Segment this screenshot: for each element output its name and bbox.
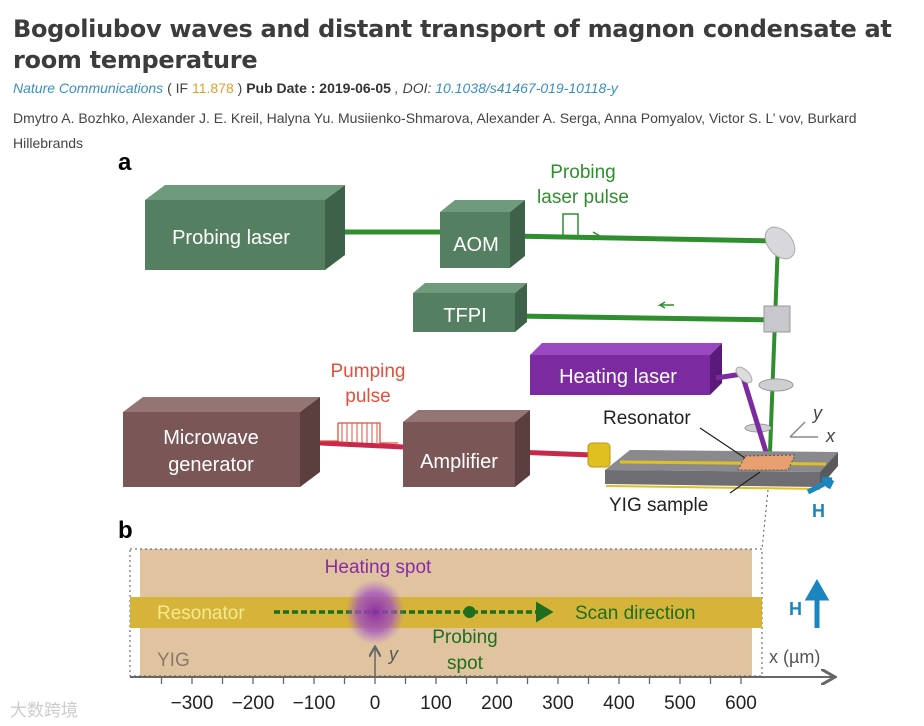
x-axis-tick-label: 500 <box>664 693 696 714</box>
pump-pulse-fill <box>341 423 378 443</box>
svg-text:generator: generator <box>168 454 254 476</box>
svg-text:Amplifier: Amplifier <box>420 451 498 473</box>
x-axis-tick-label: 600 <box>725 693 757 714</box>
mirror-icon <box>735 366 753 384</box>
probe-pulse-shape <box>540 213 600 237</box>
probing-pulse-label-2: laser pulse <box>537 187 629 208</box>
lens-icon <box>758 378 794 392</box>
x-axis-tick-label: 400 <box>603 693 635 714</box>
probing-spot-label: Probing <box>432 627 498 648</box>
author-list: Dmytro A. Bozhko, Alexander J. E. Kreil,… <box>13 110 857 151</box>
axis-x-label: x <box>825 426 836 446</box>
arrow-icon <box>592 231 601 241</box>
svg-text:TFPI: TFPI <box>443 305 486 327</box>
x-axis-tick-label: −100 <box>293 693 336 714</box>
x-axis-unit-label: x (µm) <box>769 647 820 667</box>
field-arrow-icon <box>806 476 835 495</box>
resonator-label: Resonator <box>603 408 691 429</box>
if-prefix: ( IF <box>167 80 189 96</box>
microwave-generator-box: Microwave generator <box>123 397 320 487</box>
impact-factor: 11.878 <box>191 80 234 96</box>
watermark: 大数跨境 <box>10 701 78 720</box>
probe-beams <box>325 229 780 453</box>
scan-direction-label: Scan direction <box>575 603 695 624</box>
x-axis-ticks: −300 −200 −100 0 100 200 300 400 500 600 <box>160 677 757 714</box>
panel-b-label: b <box>118 517 133 544</box>
x-axis-tick-label: −200 <box>232 693 275 714</box>
x-axis-tick-label: −300 <box>171 693 214 714</box>
heating-beam <box>715 371 769 453</box>
probing-pulse-label: Probing <box>550 162 616 183</box>
amplifier-box: Amplifier <box>403 410 530 487</box>
pumping-pulse-label-2: pulse <box>345 386 390 407</box>
mirror-icon <box>764 226 796 260</box>
svg-text:Microwave: Microwave <box>163 427 259 449</box>
yig-label: YIG <box>157 650 190 671</box>
probing-spot-label-2: spot <box>447 653 484 674</box>
probing-spot-marker <box>463 606 476 618</box>
resonator-band-label: Resonator <box>157 603 245 624</box>
xy-axes-icon <box>789 421 818 438</box>
pumping-pulse-label: Pumping <box>331 361 406 382</box>
resonator-pointer <box>699 427 746 459</box>
probing-laser-box: Probing laser <box>145 185 345 270</box>
aom-box: AOM <box>440 200 525 268</box>
doi-link[interactable]: 10.1038/s41467-019-10118-y <box>435 80 618 96</box>
axis-y-label: y <box>811 403 823 423</box>
article-title: Bogoliubov waves and distant transport o… <box>13 15 892 74</box>
heating-spot-marker <box>345 579 405 645</box>
beam-splitter-icon <box>763 305 791 333</box>
panel-b-axis-y-label: y <box>387 644 399 664</box>
heating-spot-label: Heating spot <box>325 557 432 578</box>
svg-text:Heating laser: Heating laser <box>559 366 677 388</box>
yig-sample-board <box>587 442 838 490</box>
heating-laser-box: Heating laser <box>530 343 722 395</box>
x-axis-tick-label: 0 <box>370 693 381 714</box>
svg-text:AOM: AOM <box>453 234 499 256</box>
x-axis-tick-label: 200 <box>481 693 513 714</box>
arrow-icon <box>657 301 674 309</box>
x-axis-tick-label: 100 <box>420 693 452 714</box>
yig-pointer <box>729 471 761 494</box>
panel-a-label: a <box>118 149 132 176</box>
article-meta: Nature Communications ( IF 11.878 ) Pub … <box>13 80 618 96</box>
if-suffix: ) <box>237 80 243 96</box>
field-arrow-icon <box>804 578 830 628</box>
journal-link[interactable]: Nature Communications <box>13 80 164 96</box>
pub-date: Pub Date : 2019-06-05 <box>246 80 391 96</box>
zoom-connector <box>761 489 769 550</box>
connector-icon <box>587 442 611 468</box>
x-axis-tick-label: 300 <box>542 693 574 714</box>
yig-sample-label: YIG sample <box>609 495 708 516</box>
panel-b-field-label: H <box>789 599 802 619</box>
tfpi-box: TFPI <box>413 283 527 332</box>
pump-pulse-shape <box>318 422 398 444</box>
svg-text:Probing laser: Probing laser <box>172 227 290 249</box>
doi-label: , DOI: <box>394 80 432 96</box>
field-label: H <box>812 501 825 521</box>
